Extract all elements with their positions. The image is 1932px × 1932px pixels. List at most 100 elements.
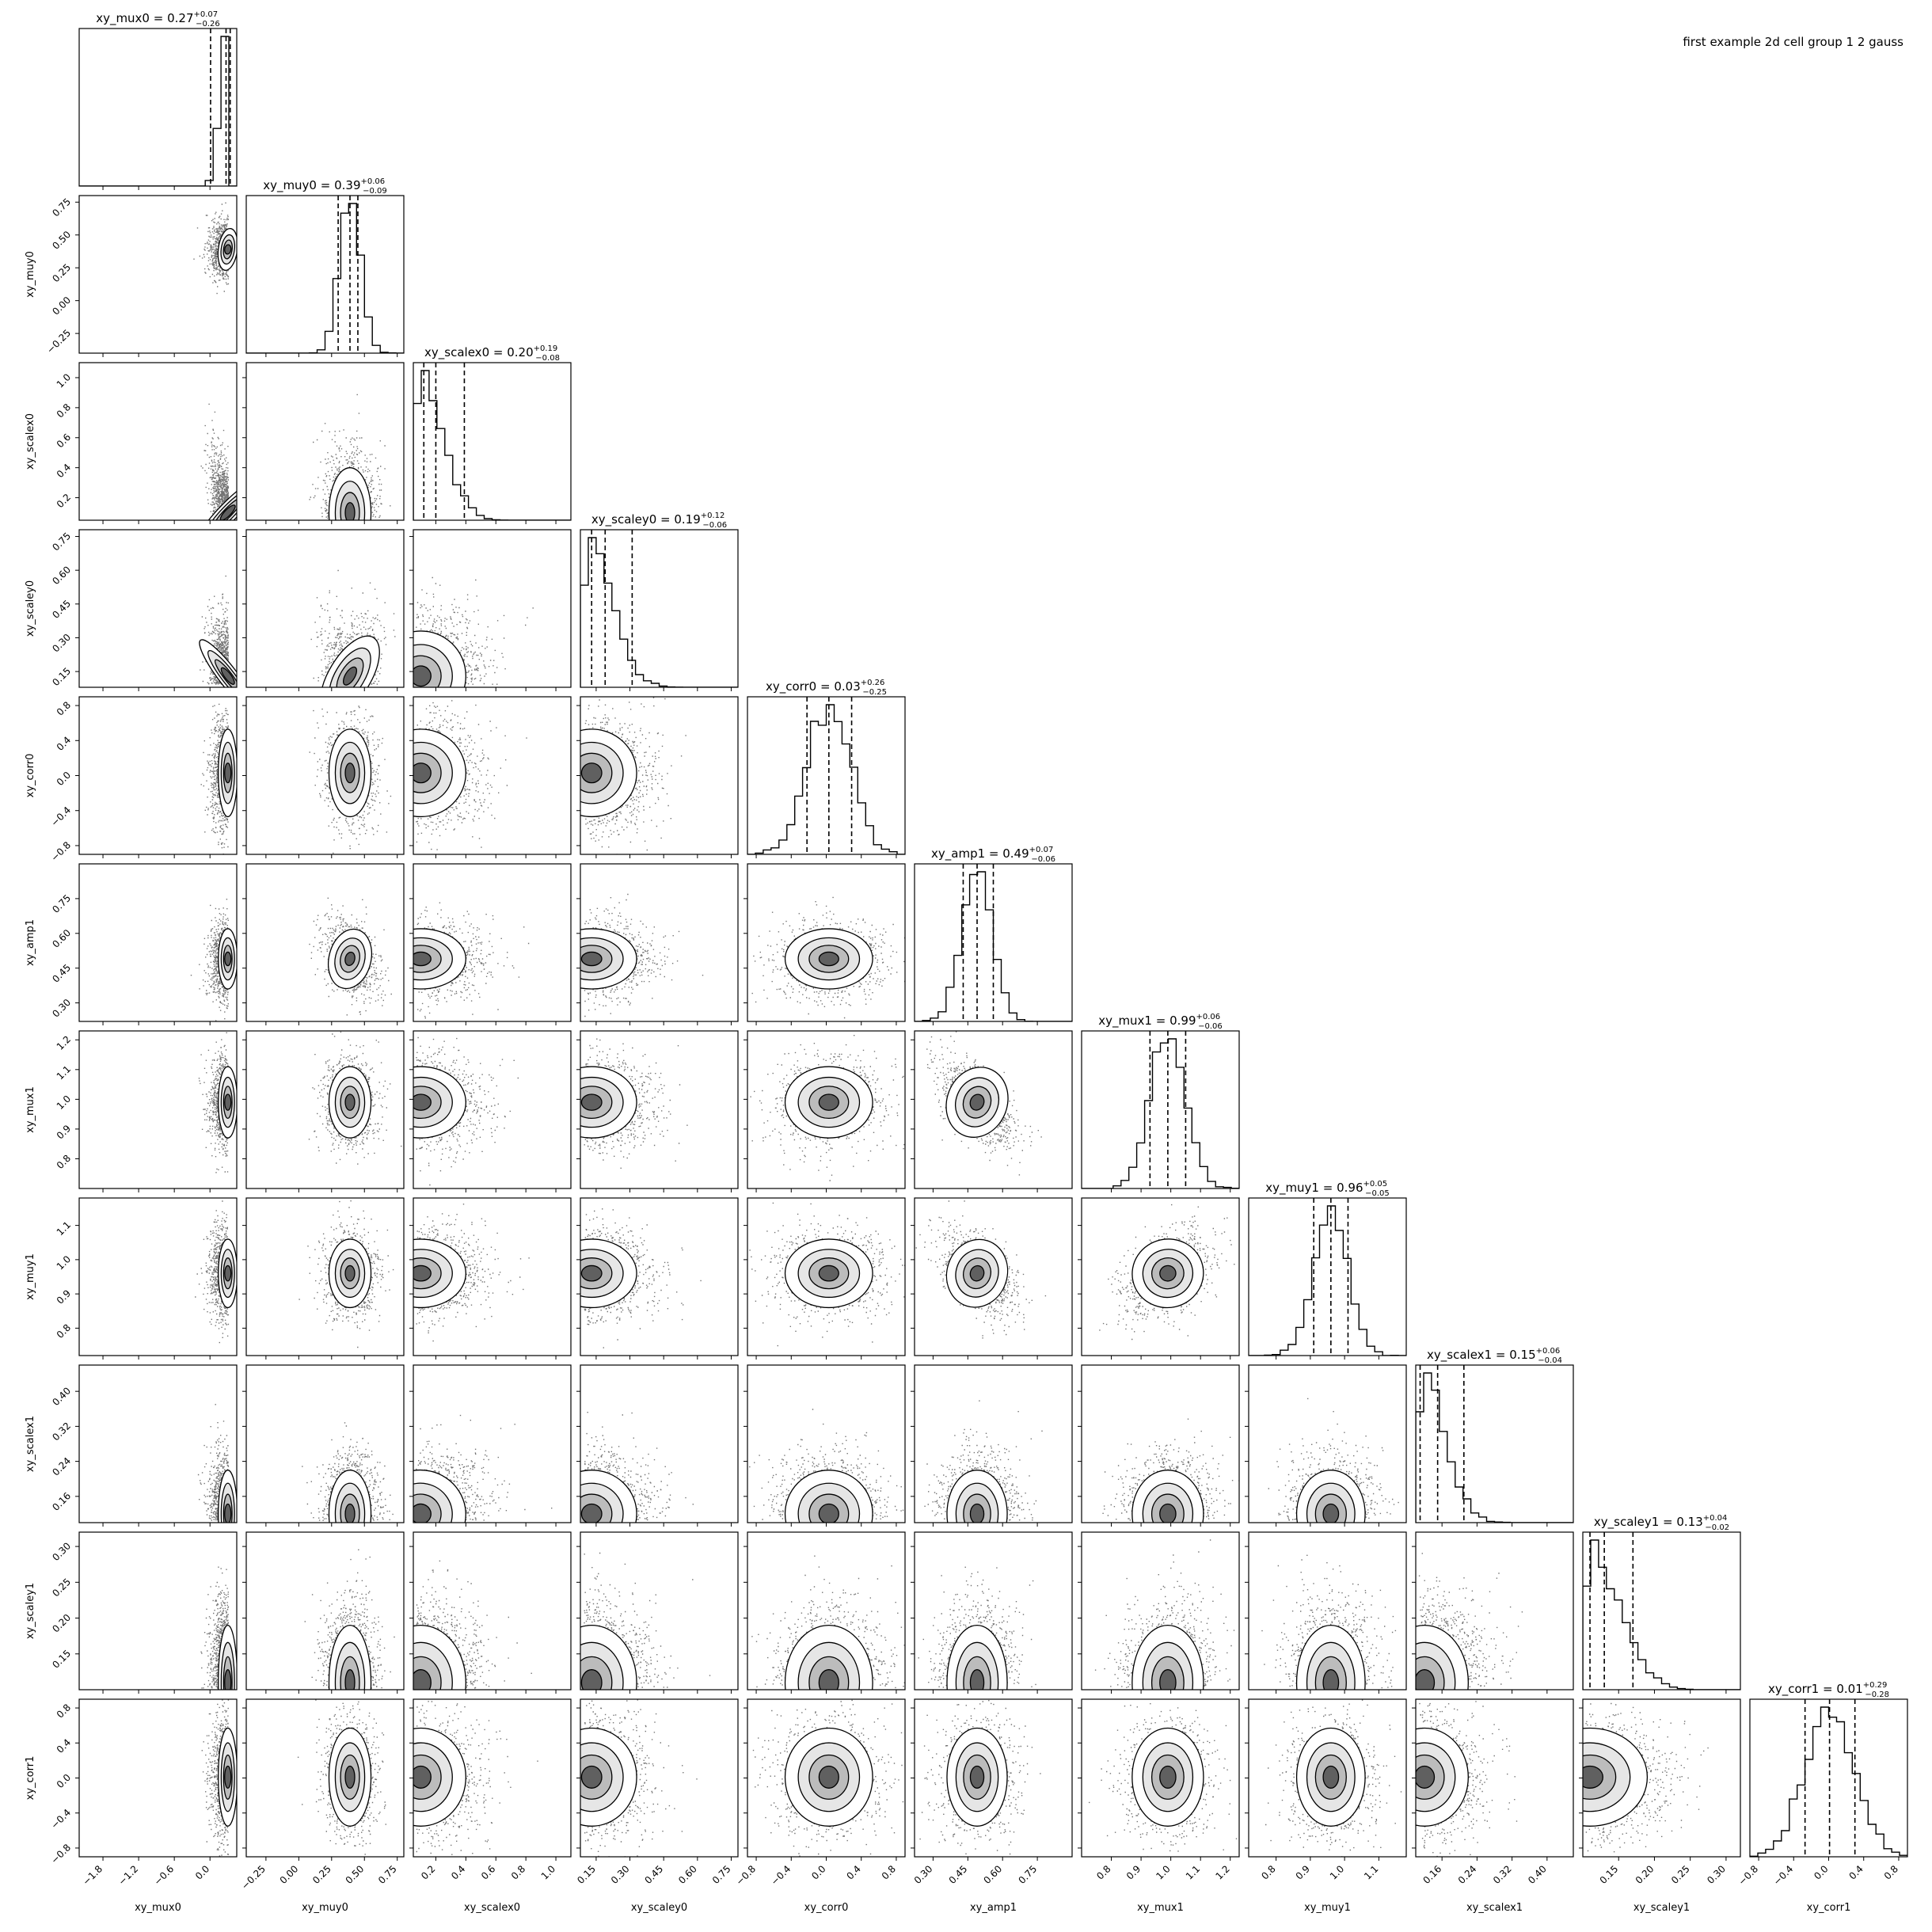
x-tick-label: 0.75 — [710, 1863, 733, 1886]
x-tick-label: 0.9 — [1294, 1863, 1312, 1881]
x-tick-label: 0.4 — [844, 1863, 862, 1881]
scatter-points — [297, 1699, 386, 1855]
x-tick-label: 0.8 — [1094, 1863, 1112, 1881]
scatter-points — [415, 1560, 532, 1689]
y-tick-label: 0.75 — [50, 892, 73, 915]
scatter-points — [310, 569, 396, 686]
y-tick-label: 0.75 — [50, 196, 73, 219]
x-tick-label: 0.25 — [1669, 1863, 1692, 1886]
y-tick-label: 0.8 — [55, 1153, 73, 1171]
density-contour-3 — [580, 1265, 603, 1282]
x-tick-label: −0.25 — [239, 1863, 268, 1892]
hist-panel-xy_mux1: xy_mux1 = 0.99+0.06 −0.06 — [1081, 1013, 1240, 1192]
panel-xy_muy1-vs-xy_scalex1 — [1245, 1364, 1407, 1527]
scatter-points — [308, 1031, 402, 1165]
title-xy_scaley1: xy_scaley1 = 0.13+0.04 −0.02 — [1594, 1514, 1729, 1532]
scatter-points — [309, 394, 391, 519]
panel-frame — [413, 1197, 572, 1356]
x-axis-label-xy_scaley0: xy_scaley0 — [631, 1902, 687, 1914]
x-tick-label: 1.2 — [1213, 1863, 1231, 1881]
x-tick-label: 0.15 — [1598, 1863, 1621, 1886]
panel-xy_scalex0-vs-xy_corr0 — [409, 696, 572, 858]
panel-xy_mux0-vs-xy_scalex1: 0.16 0.24 0.32 0.40 xy_scalex1 — [25, 1364, 238, 1527]
density-contour-3 — [344, 1265, 356, 1282]
density-contour-3 — [969, 1765, 985, 1789]
x-axis-label-xy_scalex0: xy_scalex0 — [464, 1902, 520, 1914]
panel-frame — [914, 1531, 1073, 1690]
panel-xy_scaley0-vs-xy_mux1 — [576, 1030, 739, 1192]
x-tick-label: 0.20 — [1633, 1863, 1656, 1886]
x-tick-label: 0.16 — [1420, 1863, 1443, 1886]
title-xy_scalex1: xy_scalex1 = 0.15+0.06 −0.04 — [1427, 1347, 1562, 1365]
x-axis-label-xy_muy1: xy_muy1 — [1304, 1902, 1351, 1914]
panel-frame — [1749, 1698, 1908, 1858]
density-contour-3 — [224, 244, 232, 255]
y-tick-label: 1.1 — [55, 1219, 73, 1238]
density-contour-3 — [413, 763, 432, 784]
y-tick-label: 0.60 — [50, 564, 73, 587]
panel-frame — [245, 195, 405, 354]
panel-frame — [413, 1030, 572, 1189]
y-tick-label: 0.40 — [50, 1385, 73, 1408]
scatter-points — [193, 202, 230, 295]
y-axis-label-xy_scalex0: xy_scalex0 — [25, 413, 36, 470]
y-tick-label: 1.0 — [55, 371, 73, 390]
panel-frame — [413, 863, 572, 1022]
density-contour-3 — [1159, 1503, 1177, 1523]
histogram-xy_muy0 — [246, 203, 404, 353]
panel-frame — [580, 863, 739, 1022]
y-tick-label: 0.00 — [50, 295, 73, 318]
density-contour-3 — [818, 1093, 839, 1111]
x-tick-label: 0.4 — [449, 1863, 467, 1881]
histogram-xy_scaley1 — [1583, 1539, 1740, 1690]
panel-frame — [245, 362, 405, 521]
panel-frame — [413, 1531, 572, 1690]
panel-frame — [1081, 1197, 1240, 1356]
hist-panel-xy_muy1: xy_muy1 = 0.96+0.05 −0.05 — [1248, 1180, 1407, 1360]
x-tick-label: −0.8 — [1736, 1863, 1761, 1888]
y-tick-label: 0.9 — [55, 1287, 73, 1306]
panel-frame — [245, 1197, 405, 1356]
panel-xy_muy0-vs-xy_scaley0 — [242, 529, 405, 691]
panel-xy_scalex1-vs-xy_scaley1 — [1412, 1531, 1574, 1694]
panel-xy_muy0-vs-xy_corr1: −0.25 0.00 0.25 0.50 0.75 xy_muy0 — [239, 1698, 405, 1914]
histogram-xy_scalex1 — [1416, 1372, 1573, 1523]
y-axis-label-xy_scaley0: xy_scaley0 — [25, 580, 36, 637]
density-contour-3 — [413, 951, 432, 967]
density-contour-3 — [1416, 1765, 1436, 1789]
panel-xy_mux1-vs-xy_corr1: 0.8 0.9 1.0 1.1 1.2 xy_mux1 — [1078, 1698, 1240, 1914]
title-xy_corr0: xy_corr0 = 0.03+0.26 −0.25 — [766, 679, 887, 697]
panel-frame — [1415, 1364, 1574, 1523]
scatter-points — [200, 703, 230, 854]
density-contour-3 — [224, 1765, 232, 1789]
panel-xy_scaley0-vs-xy_amp1 — [576, 863, 739, 1025]
panel-xy_corr0-vs-xy_scalex1 — [744, 1364, 906, 1527]
density-contour-3 — [580, 1765, 603, 1789]
panel-xy_mux0-vs-xy_muy1: 0.8 0.9 1.0 1.1 xy_muy1 — [25, 1197, 238, 1360]
panel-xy_muy0-vs-xy_corr0 — [242, 696, 405, 858]
density-contour-3 — [1322, 1669, 1340, 1690]
panel-xy_mux0-vs-xy_scaley1: 0.15 0.20 0.25 0.30 xy_scaley1 — [25, 1531, 238, 1694]
density-contour-3 — [413, 1669, 432, 1690]
panel-frame — [580, 529, 739, 688]
y-tick-label: −0.4 — [49, 1807, 74, 1831]
panel-frame — [1248, 1364, 1407, 1523]
panel-xy_mux0-vs-xy_amp1: 0.30 0.45 0.60 0.75 xy_amp1 — [25, 863, 238, 1025]
y-tick-label: 1.2 — [55, 1033, 73, 1052]
density-contour-3 — [1159, 1265, 1177, 1282]
x-axis-label-xy_corr0: xy_corr0 — [804, 1902, 849, 1914]
panel-frame — [580, 1197, 739, 1356]
scatter-points — [416, 1036, 519, 1186]
hist-panel-xy_scalex0: xy_scalex0 = 0.20+0.19 −0.08 — [413, 344, 572, 524]
density-contour-3 — [1159, 1765, 1177, 1789]
x-tick-label: 1.1 — [1362, 1863, 1380, 1881]
panel-frame — [78, 28, 238, 187]
density-contour-3 — [224, 1265, 232, 1282]
scatter-points — [302, 1422, 394, 1522]
panel-xy_mux1-vs-xy_scalex1 — [1078, 1364, 1240, 1527]
density-contour-3 — [344, 1765, 356, 1789]
panel-xy_amp1-vs-xy_muy1 — [911, 1197, 1073, 1360]
panel-frame — [245, 696, 405, 855]
title-xy_mux1: xy_mux1 = 0.99+0.06 −0.06 — [1098, 1013, 1223, 1031]
title-xy_amp1: xy_amp1 = 0.49+0.07 −0.06 — [931, 846, 1055, 864]
